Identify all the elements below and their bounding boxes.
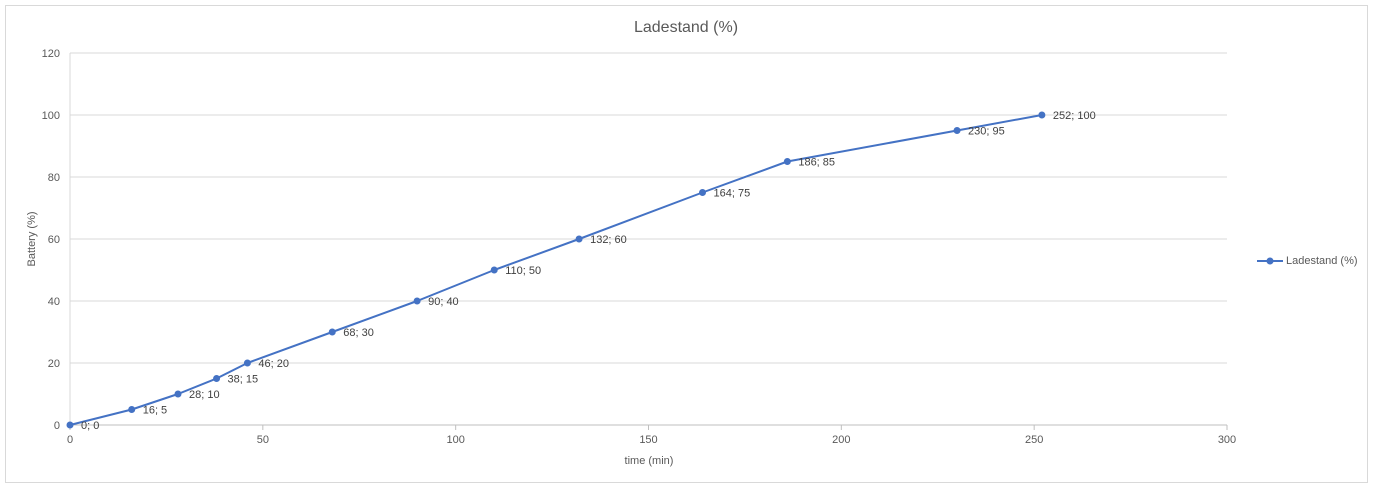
data-point [783,158,791,165]
data-point [66,421,74,429]
data-point [698,189,706,196]
data-label: 110; 50 [505,265,541,277]
x-tick-label: 250 [1025,434,1043,446]
data-label: 132; 60 [590,234,627,246]
chart-frame [5,5,1368,483]
x-tick-label: 100 [446,434,464,446]
y-tick-label: 80 [48,172,60,184]
y-tick-label: 100 [42,110,60,122]
x-tick-label: 200 [832,434,850,446]
data-point [490,266,498,274]
data-label: 230; 95 [968,126,1005,138]
data-label: 16; 5 [143,405,167,417]
data-point [213,375,221,382]
x-tick-label: 50 [257,434,269,446]
data-point [413,297,421,305]
data-label: 90; 40 [428,296,459,308]
x-tick-label: 150 [639,434,657,446]
data-point [174,390,182,398]
y-tick-label: 20 [48,358,60,370]
y-tick-label: 60 [48,234,60,246]
y-tick-labels: 0 20 40 60 80 100 120 [42,48,60,432]
y-tick-label: 0 [54,420,60,432]
data-point [128,406,136,413]
data-label: 186; 85 [798,157,835,169]
x-tick-labels: 0 50 100 150 200 250 300 [67,434,1236,446]
x-tick-label: 300 [1218,434,1236,446]
data-point [328,328,336,336]
data-label: 252; 100 [1053,110,1096,122]
y-tick-label: 40 [48,296,60,308]
data-point [1038,111,1046,119]
series-layer [66,111,1046,429]
data-labels: 0; 0 16; 5 28; 10 38; 15 46; 20 68; 30 90; 40 1… [81,110,1096,432]
x-axis-label: time (min) [625,455,674,467]
data-point [953,127,961,134]
gridlines [70,52,1227,364]
legend-marker [1266,257,1274,265]
data-label: 38; 15 [228,374,259,386]
data-point [575,235,583,243]
data-label: 0; 0 [81,420,99,432]
data-label: 164; 75 [713,188,750,200]
legend-label: Ladestand (%) [1286,255,1358,267]
chart-title: Ladestand (%) [634,19,738,36]
data-point [243,359,251,367]
legend: Ladestand (%) [1257,255,1358,267]
x-tick-label: 0 [67,434,73,446]
data-label: 28; 10 [189,389,220,401]
data-label: 46; 20 [258,358,289,370]
data-label: 68; 30 [343,327,374,339]
y-axis-label: Battery (%) [26,211,38,266]
y-tick-label: 120 [42,48,60,60]
